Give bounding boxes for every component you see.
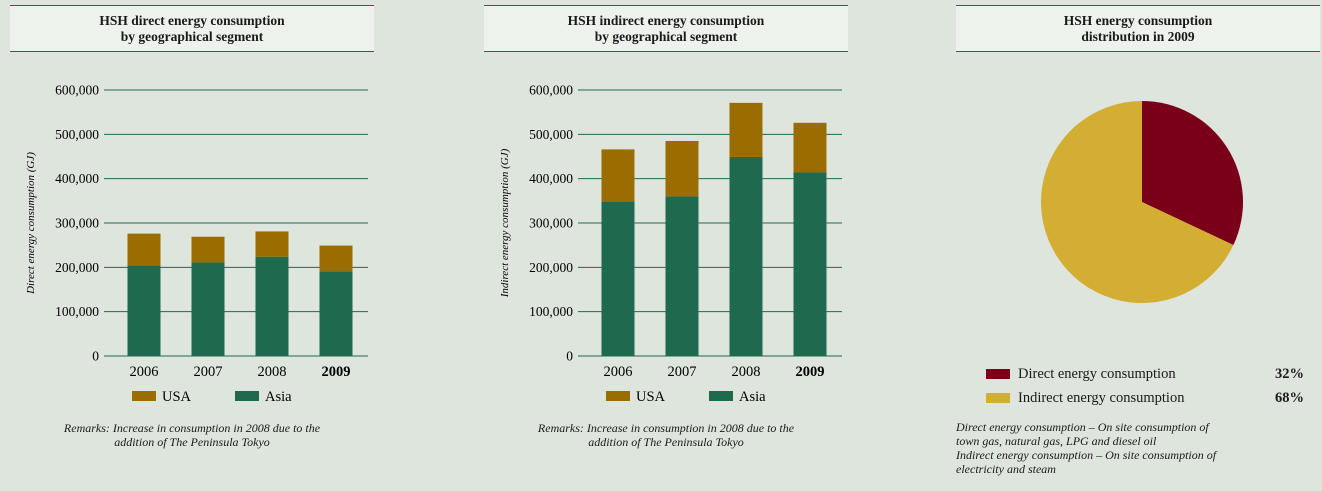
legend-swatch-direct [986,369,1010,379]
bar-asia [793,172,827,356]
bar-usa [127,233,161,266]
bar-asia [319,271,353,356]
y-tick-label: 200,000 [55,260,99,275]
indirect-chart-remark: Remarks: Increase in consumption in 2008… [484,421,848,449]
indirect-chart-title-line1: HSH indirect energy consumption [567,12,765,28]
y-axis-label: Direct energy consumption (GJ) [25,152,37,295]
y-tick-label: 400,000 [55,171,99,186]
direct-remark-line2: addition of The Peninsula Tokyo [114,435,270,449]
legend-label-indirect: Indirect energy consumption [1018,389,1185,406]
direct-energy-panel: HSH direct energy consumption by geograp… [10,0,374,449]
y-tick-label: 100,000 [529,304,573,319]
bar-usa [319,245,353,272]
legend-swatch-asia [235,391,259,401]
direct-chart-remark: Remarks: Increase in consumption in 2008… [10,421,374,449]
distribution-title-line1: HSH energy consumption [1063,12,1213,28]
bar-asia [665,196,699,356]
legend-swatch-usa [132,391,156,401]
x-tick-label: 2006 [130,364,159,380]
y-tick-label: 400,000 [529,171,573,186]
y-tick-label: 300,000 [55,216,99,231]
bar-usa [601,149,635,202]
bar-usa [793,122,827,173]
legend-swatch-usa [606,391,630,401]
x-tick-label: 2008 [732,364,761,380]
direct-chart-title-line2: by geographical segment [120,28,264,44]
bar-asia [127,265,161,356]
bar-asia [729,156,763,356]
y-tick-label: 300,000 [529,216,573,231]
indirect-energy-panel: HSH indirect energy consumption by geogr… [484,0,848,449]
pie-slice-direct [1142,101,1243,246]
indirect-remark-line1: Remarks: Increase in consumption in 2008… [537,421,795,435]
direct-chart-title: HSH direct energy consumption by geograp… [10,5,374,52]
distribution-chart-title: HSH energy consumption distribution in 2… [956,5,1320,52]
legend-direct: Direct energy consumption 32% [986,365,1304,383]
bar-usa [255,231,289,257]
distribution-panel: HSH energy consumption distribution in 2… [956,0,1320,476]
y-axis-label: Indirect energy consumption (GJ) [499,148,511,298]
bar-asia [191,262,225,356]
x-tick-label: 2007 [668,364,697,380]
legend-swatch-asia [709,391,733,401]
distribution-title-line2: distribution in 2009 [1081,28,1195,44]
x-tick-label: 2006 [604,364,633,380]
legend-pct-indirect: 68% [1275,389,1304,406]
note-line3: Indirect energy consumption – On site co… [956,448,1217,462]
y-tick-label: 500,000 [529,127,573,142]
legend-pct-direct: 32% [1275,365,1304,382]
legend-indirect: Indirect energy consumption 68% [986,389,1304,407]
indirect-energy-chart: 0 100,000 200,000 300,000 400,000 500,000 600,… [499,83,842,405]
y-tick-label: 600,000 [55,83,99,98]
indirect-chart-title-line2: by geographical segment [594,28,738,44]
legend-label-usa: USA [162,389,192,405]
direct-remark-line1: Remarks: Increase in consumption in 2008… [63,421,321,435]
y-tick-label: 500,000 [55,127,99,142]
legend-label-usa: USA [636,389,666,405]
x-tick-label: 2007 [194,364,223,380]
note-line1: Direct energy consumption – On site cons… [956,420,1209,434]
y-tick-label: 200,000 [529,260,573,275]
y-tick-label: 0 [566,349,573,364]
note-line4: electricity and steam [956,462,1056,476]
x-tick-label: 2009 [322,364,351,380]
direct-energy-chart: 0 100,000 200,000 300,000 400,000 500,000 600,… [25,83,368,405]
direct-chart-title-line1: HSH direct energy consumption [99,12,285,28]
x-tick-label: 2009 [796,364,825,380]
legend-label-direct: Direct energy consumption [1018,365,1176,382]
y-tick-label: 100,000 [55,304,99,319]
y-tick-label: 0 [92,349,99,364]
indirect-remark-line2: addition of The Peninsula Tokyo [588,435,744,449]
bar-usa [729,102,763,157]
y-tick-label: 600,000 [529,83,573,98]
legend-label-asia: Asia [265,389,292,405]
bar-asia [601,201,635,356]
bar-asia [255,256,289,356]
bar-usa [665,140,699,197]
pie-slice-indirect [1041,101,1234,303]
bar-usa [191,236,225,263]
x-tick-label: 2008 [258,364,287,380]
legend-swatch-indirect [986,393,1010,403]
legend-label-asia: Asia [739,389,766,405]
note-line2: town gas, natural gas, LPG and diesel oi… [956,434,1157,448]
indirect-chart-title: HSH indirect energy consumption by geogr… [484,5,848,52]
distribution-pie-chart [1041,101,1243,303]
distribution-notes: Direct energy consumption – On site cons… [956,420,1320,476]
